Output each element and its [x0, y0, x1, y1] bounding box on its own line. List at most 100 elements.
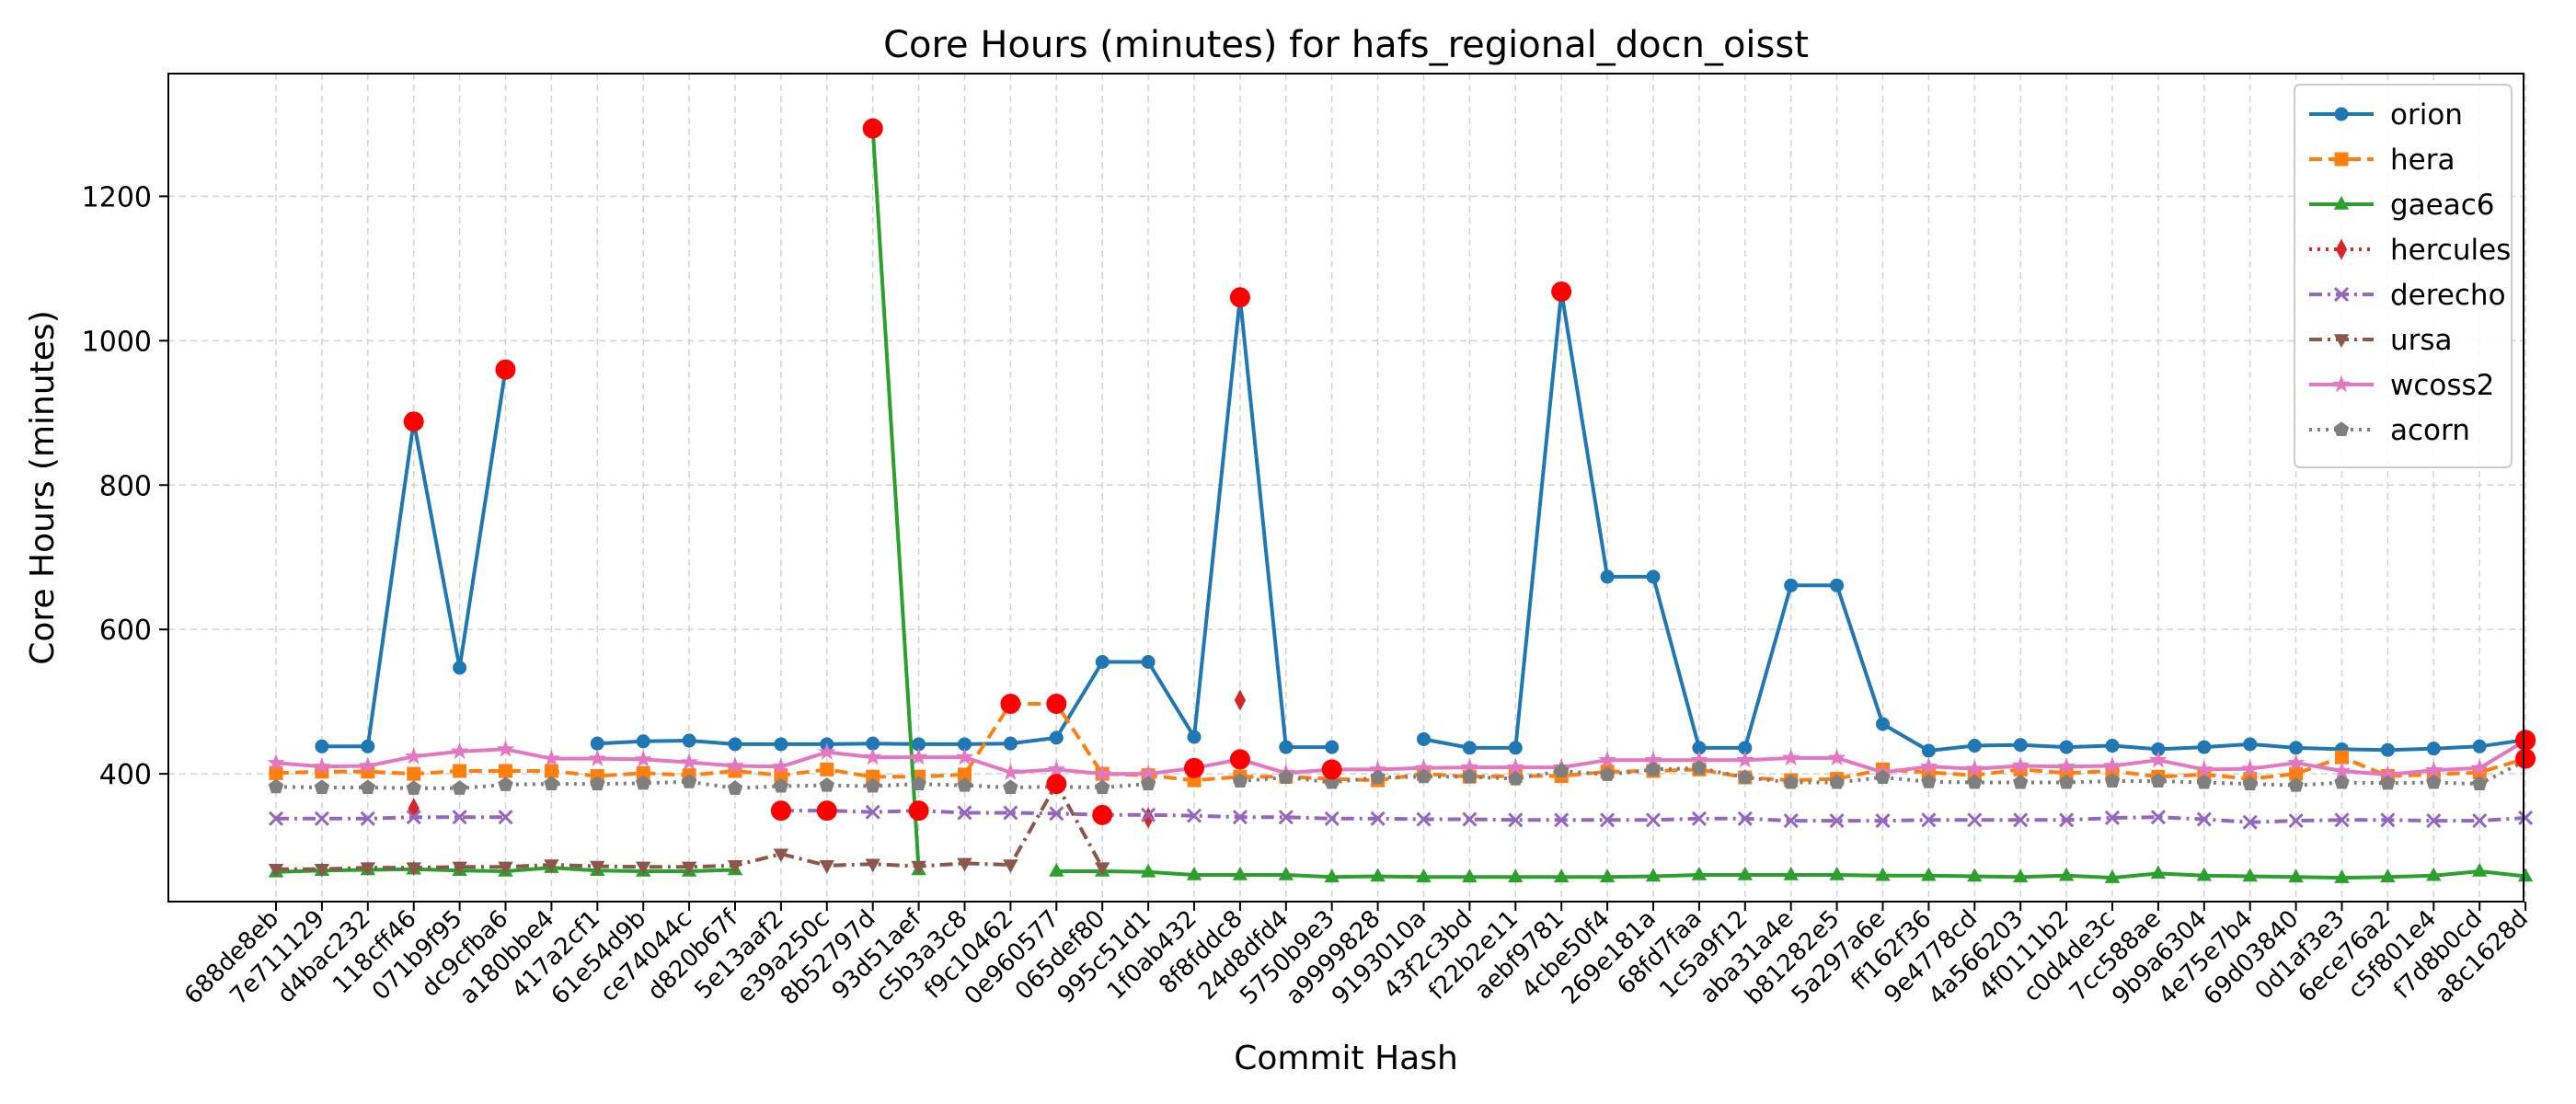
- data-point-wcoss2: [2195, 760, 2214, 777]
- data-point-gaeac6: [2013, 868, 2029, 883]
- data-point-acorn: [727, 780, 743, 795]
- data-point-orion: [590, 736, 604, 751]
- data-point-wcoss2: [955, 747, 974, 765]
- legend-label-orion: orion: [2390, 98, 2463, 132]
- data-point-ursa: [1003, 859, 1018, 874]
- data-point-gaeac6: [1416, 868, 1432, 883]
- data-point-acorn: [1003, 779, 1018, 795]
- legend-marker-gaeac6: [2333, 195, 2350, 210]
- data-point-gaeac6: [1599, 868, 1616, 883]
- data-point-derecho: [2426, 813, 2442, 829]
- data-point-derecho: [1600, 812, 1616, 828]
- data-point-hera: [958, 767, 972, 782]
- data-point-derecho: [452, 810, 467, 825]
- x-axis: 688de8eb7e711129d4bac232118cff46071b9f95…: [179, 902, 2534, 1011]
- data-point-gaeac6: [2150, 865, 2167, 880]
- data-point-wcoss2: [496, 740, 515, 757]
- data-point-derecho: [957, 805, 972, 821]
- data-point-wcoss2: [1001, 763, 1020, 780]
- data-point-hera: [499, 764, 512, 778]
- outlier-marker: [1229, 749, 1250, 770]
- data-point-acorn: [2058, 774, 2075, 789]
- data-point-acorn: [957, 777, 972, 792]
- data-point-acorn: [1462, 768, 1478, 784]
- data-point-ursa: [406, 862, 421, 877]
- data-point-ursa: [268, 863, 284, 878]
- data-point-orion: [2105, 739, 2120, 753]
- data-point-acorn: [773, 777, 789, 793]
- data-point-acorn: [1921, 774, 1937, 788]
- data-point-orion: [1600, 569, 1615, 584]
- outlier-marker: [1321, 759, 1342, 780]
- data-point-acorn: [1645, 761, 1662, 776]
- y-axis: 400 600 800 1000 1200: [82, 181, 168, 791]
- data-point-derecho: [1186, 808, 1202, 823]
- data-point-derecho: [1141, 807, 1156, 822]
- y-axis-label: Core Hours (minutes): [24, 310, 62, 665]
- data-point-wcoss2: [2103, 756, 2122, 774]
- data-point-gaeac6: [1462, 868, 1478, 883]
- data-point-derecho: [1232, 810, 1248, 825]
- data-point-derecho: [2334, 812, 2350, 828]
- data-point-derecho: [1049, 806, 1064, 822]
- data-point-acorn: [1508, 770, 1524, 786]
- data-point-gaeac6: [2288, 868, 2304, 883]
- data-point-acorn: [1737, 769, 1754, 785]
- data-point-wcoss2: [1598, 750, 1616, 768]
- data-point-orion: [1508, 741, 1523, 755]
- legend-label-hercules: hercules: [2390, 234, 2511, 267]
- data-point-ursa: [865, 858, 880, 873]
- data-point-hera: [544, 764, 558, 778]
- data-point-ursa: [727, 860, 743, 874]
- data-point-orion: [2472, 739, 2487, 753]
- data-point-wcoss2: [1736, 750, 1754, 768]
- series-orion: [315, 284, 2533, 758]
- data-point-orion: [2197, 740, 2212, 754]
- y-tick-label: 400: [99, 759, 152, 791]
- data-point-derecho: [2288, 813, 2304, 829]
- data-point-ursa: [498, 861, 513, 876]
- data-point-derecho: [1003, 805, 1018, 821]
- outlier-marker: [2515, 748, 2536, 769]
- data-point-acorn: [911, 776, 926, 791]
- data-point-wcoss2: [1965, 759, 1984, 776]
- y-tick-label: 800: [99, 470, 152, 502]
- outlier-marker: [862, 118, 883, 139]
- legend-label-hera: hera: [2390, 144, 2455, 177]
- outlier-layer: [403, 118, 2536, 825]
- series-layer: [267, 120, 2535, 883]
- data-point-acorn: [1416, 768, 1432, 784]
- data-point-hera: [820, 762, 834, 776]
- data-point-gaeac6: [1829, 866, 1845, 880]
- x-axis-label: Commit Hash: [1234, 1040, 1458, 1077]
- data-point-acorn: [681, 774, 697, 788]
- data-point-derecho: [1370, 811, 1386, 826]
- data-point-acorn: [1094, 779, 1110, 795]
- data-point-derecho: [2059, 812, 2075, 828]
- data-point-ursa: [911, 860, 926, 875]
- data-point-ursa: [773, 848, 789, 863]
- data-point-orion: [1646, 569, 1661, 584]
- data-point-wcoss2: [2011, 756, 2030, 774]
- data-point-ursa: [1095, 862, 1110, 877]
- data-point-derecho: [1783, 813, 1799, 829]
- data-point-orion: [774, 737, 788, 752]
- legend-marker-acorn: [2333, 421, 2350, 437]
- data-point-wcoss2: [818, 742, 836, 760]
- data-point-orion: [2059, 740, 2074, 754]
- data-point-derecho: [1829, 813, 1845, 829]
- data-point-hera: [636, 765, 650, 780]
- data-point-derecho: [498, 810, 513, 825]
- data-point-gaeac6: [2426, 867, 2442, 881]
- data-point-gaeac6: [1737, 866, 1753, 880]
- data-point-wcoss2: [726, 756, 744, 774]
- y-tick-label: 600: [99, 615, 152, 647]
- data-point-derecho: [1967, 812, 1983, 828]
- data-point-gaeac6: [1783, 866, 1799, 880]
- data-point-hera: [2335, 750, 2349, 765]
- data-point-wcoss2: [2286, 753, 2306, 771]
- data-point-orion: [1141, 654, 1156, 669]
- data-point-wcoss2: [1047, 760, 1066, 777]
- data-point-gaeac6: [2058, 867, 2075, 881]
